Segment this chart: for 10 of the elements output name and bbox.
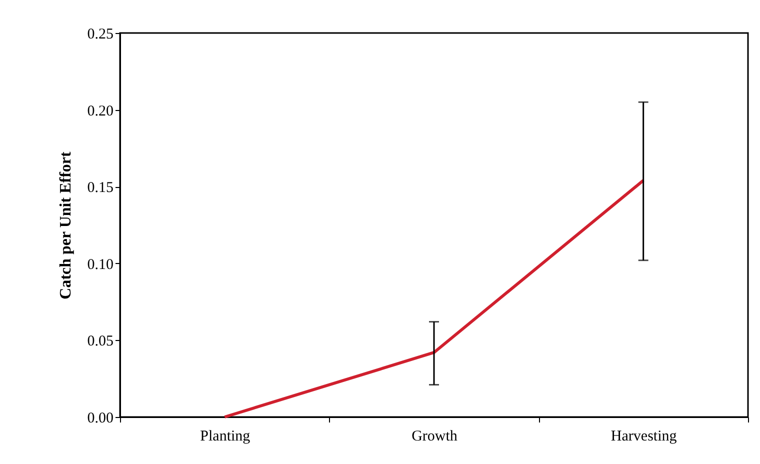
y-tick-label: 0.05 [87, 334, 114, 350]
x-tick-label: Growth [412, 428, 458, 444]
y-axis-title: Catch per Unit Effort [57, 150, 74, 300]
x-tick-label: Harvesting [610, 428, 678, 444]
y-tick-label: 0.20 [87, 103, 114, 120]
y-tick-label: 0.15 [87, 180, 114, 196]
y-tick-label: 0.00 [87, 410, 114, 426]
y-tick-label: 0.25 [87, 26, 114, 42]
y-tick-label: 0.10 [87, 256, 114, 273]
x-tick-label: Planting [200, 428, 251, 444]
